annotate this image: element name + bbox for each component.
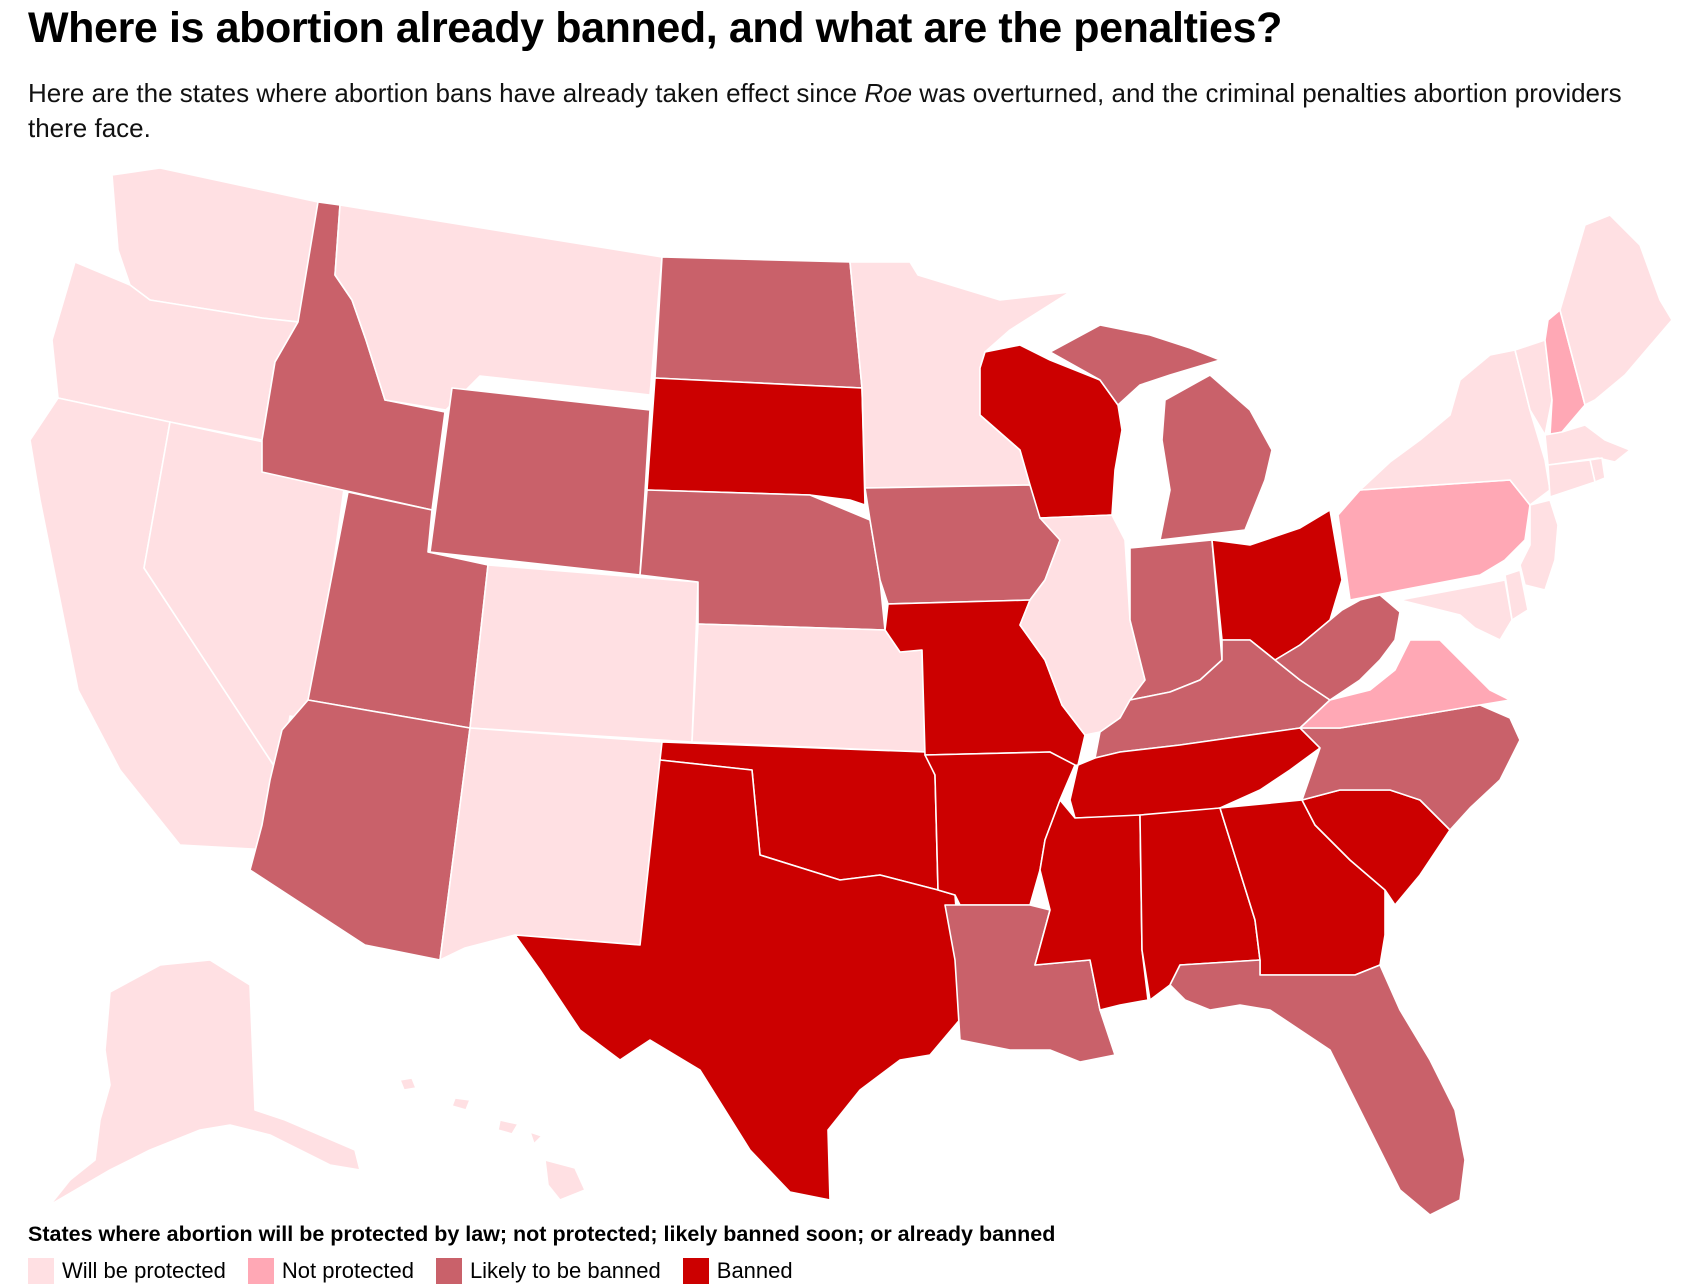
state-mt[interactable]	[334, 204, 663, 411]
state-fl[interactable]	[1169, 959, 1466, 1216]
legend-label-likely: Likely to be banned	[469, 1258, 661, 1283]
subtitle-text-start: Here are the states where abortion bans …	[28, 78, 865, 108]
legend-item-banned: Banned	[682, 1258, 793, 1286]
legend-item-protected: Will be protected	[28, 1258, 226, 1286]
subtitle-italic-roe: Roe	[864, 78, 913, 108]
legend-swatch-banned	[682, 1258, 709, 1284]
state-nd[interactable]	[654, 256, 863, 389]
legend-swatch-protected	[28, 1258, 54, 1284]
legend-swatch-likely	[435, 1258, 462, 1284]
legend-swatch-not-protected	[247, 1258, 274, 1284]
state-md[interactable]	[1399, 579, 1513, 641]
legend-label-protected: Will be protected	[62, 1258, 226, 1283]
state-sd[interactable]	[646, 377, 866, 506]
state-va[interactable]	[1299, 639, 1511, 729]
map-title: Where is abortion already banned, and wh…	[28, 4, 1282, 52]
state-mi[interactable]	[1049, 324, 1273, 541]
state-ak[interactable]	[49, 959, 361, 1206]
legend-label-banned: Banned	[716, 1258, 793, 1283]
legend-item-likely: Likely to be banned	[435, 1258, 661, 1286]
state-tx[interactable]	[514, 759, 969, 1201]
state-az[interactable]	[249, 699, 471, 961]
legend: Will be protected Not protected Likely t…	[28, 1258, 793, 1286]
state-nj[interactable]	[1519, 499, 1559, 591]
state-wy[interactable]	[429, 387, 651, 576]
legend-item-not-protected: Not protected	[247, 1258, 414, 1286]
state-hi[interactable]	[399, 1077, 586, 1201]
state-me[interactable]	[1559, 214, 1673, 406]
state-il[interactable]	[1019, 514, 1146, 736]
state-vt[interactable]	[1514, 339, 1553, 436]
legend-title: States where abortion will be protected …	[28, 1222, 1056, 1246]
state-ar[interactable]	[924, 751, 1076, 906]
subtitle-text-end: was overturned, and the criminal penalti…	[28, 78, 1622, 143]
legend-label-not-protected: Not protected	[281, 1258, 414, 1283]
map-subtitle: Here are the states where abortion bans …	[28, 76, 1678, 146]
state-ct[interactable]	[1547, 459, 1596, 498]
state-co[interactable]	[469, 564, 699, 743]
state-ks[interactable]	[691, 623, 926, 753]
state-wi[interactable]	[979, 344, 1123, 519]
state-wv[interactable]	[1274, 594, 1401, 701]
state-nm[interactable]	[439, 727, 663, 961]
us-states-map	[29, 167, 1673, 1216]
state-ia[interactable]	[864, 484, 1061, 605]
